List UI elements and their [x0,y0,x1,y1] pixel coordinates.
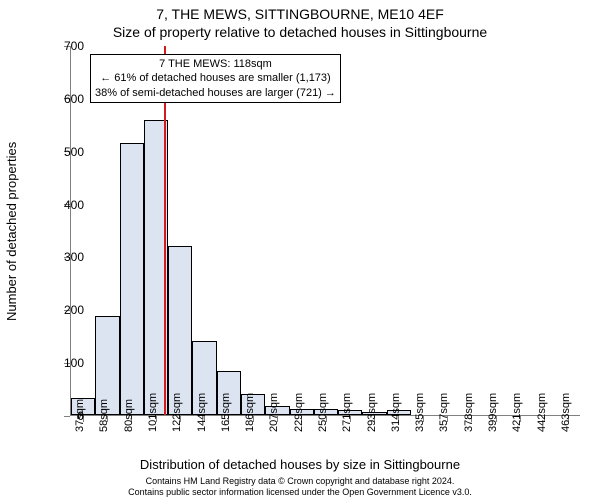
y-tick-label: 700 [44,39,84,53]
x-axis-title: Distribution of detached houses by size … [0,457,600,472]
annotation-box: 7 THE MEWS: 118sqm ← 61% of detached hou… [90,54,341,103]
y-tick-label: 500 [44,145,84,159]
footer-text: Contains HM Land Registry data © Crown c… [0,476,600,499]
y-tick-label: 300 [44,250,84,264]
y-tick-label: 200 [44,303,84,317]
footer-line-2: Contains public sector information licen… [128,487,472,497]
y-tick-label: 600 [44,92,84,106]
annotation-line-1: 7 THE MEWS: 118sqm [95,57,336,71]
footer-line-1: Contains HM Land Registry data © Crown c… [146,476,455,486]
annotation-line-2: ← 61% of detached houses are smaller (1,… [95,71,336,85]
chart-container: 7, THE MEWS, SITTINGBOURNE, ME10 4EF Siz… [0,0,600,500]
annotation-line-3: 38% of semi-detached houses are larger (… [95,86,336,100]
y-tick-label: 100 [44,356,84,370]
histogram-bar [120,143,144,415]
histogram-bar [168,246,192,415]
y-axis-title: Number of detached properties [4,142,19,321]
y-tick-label: 400 [44,198,84,212]
chart-title-main: 7, THE MEWS, SITTINGBOURNE, ME10 4EF [0,6,600,22]
chart-title-sub: Size of property relative to detached ho… [0,24,600,40]
